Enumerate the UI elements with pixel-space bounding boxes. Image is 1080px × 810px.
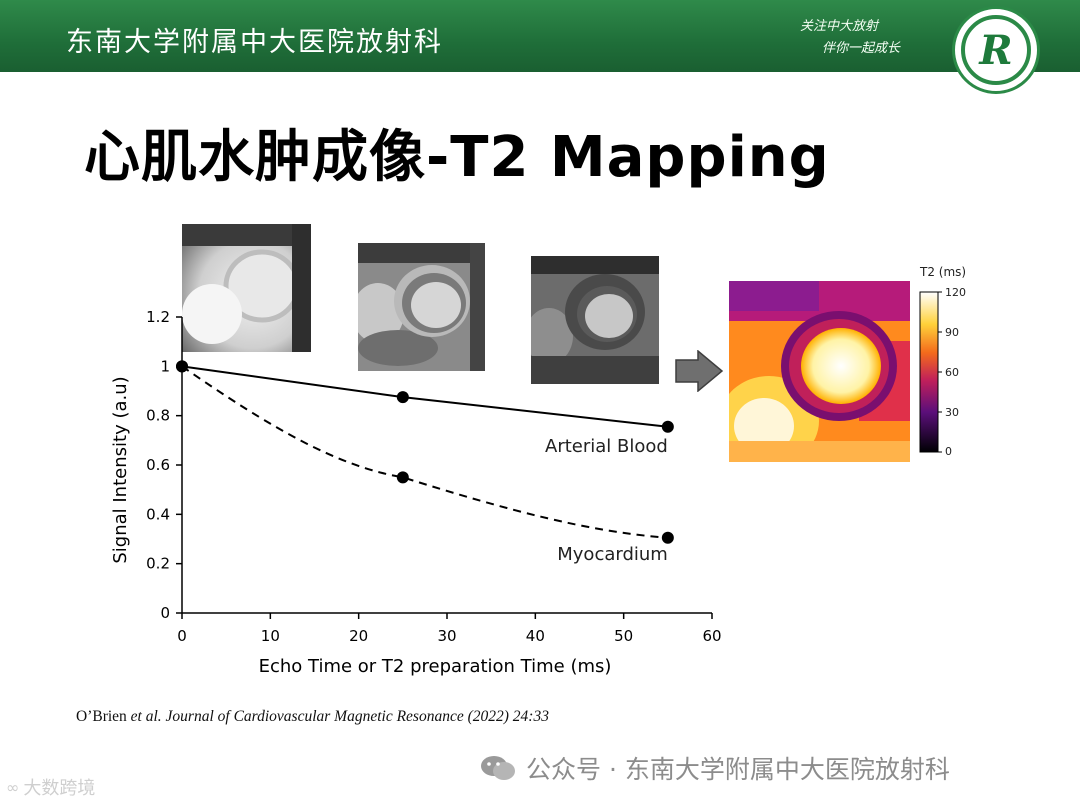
wechat-icon [481, 756, 515, 780]
colorbar-tick-0: 0 [945, 445, 952, 458]
x-axis-label: Echo Time or T2 preparation Time (ms) [259, 656, 612, 677]
x-tick-label: 10 [261, 627, 280, 645]
y-tick-label: 0 [160, 604, 170, 622]
mri-image-te25 [358, 243, 485, 371]
series-label-myocardium: Myocardium [557, 544, 668, 565]
slogan-line-1: 关注中大放射 [800, 19, 879, 34]
header-banner: 东南大学附属中大医院放射科 关注中大放射 伴你一起成长 [0, 0, 1080, 72]
mri-image-te55 [531, 256, 659, 384]
department-title: 东南大学附属中大医院放射科 [66, 27, 443, 58]
mri-image-te0 [182, 224, 311, 352]
corner-watermark: ∞ 大数跨境 [6, 774, 95, 800]
y-tick-label: 1.2 [146, 308, 170, 326]
colorbar-tick-60: 60 [945, 366, 959, 379]
data-point-myocardium-1 [396, 471, 409, 484]
y-tick-label: 0.6 [146, 456, 170, 474]
citation-authors: O’Brien [76, 708, 131, 725]
citation-rest: Journal of Cardiovascular Magnetic Reson… [161, 708, 549, 725]
corner-text: 大数跨境 [23, 778, 96, 799]
colorbar-tick-90: 90 [945, 326, 959, 339]
signal-decay-chart: 0 0.2 0.4 0.6 0.8 1 1.2 0 10 20 30 40 50 60 Echo Time … [110, 308, 722, 677]
colorbar-tick-120: 120 [945, 286, 966, 299]
colorbar [919, 291, 942, 453]
infinity-icon: ∞ [6, 777, 20, 797]
x-tick-label: 60 [702, 627, 721, 645]
wechat-text: 公众号 · 东南大学附属中大医院放射科 [526, 755, 950, 784]
series-label-arterial-blood: Arterial Blood [545, 436, 668, 457]
data-point-arterial-blood-2 [661, 420, 674, 433]
colorbar-tick-30: 30 [945, 406, 959, 419]
x-tick-label: 30 [437, 627, 456, 645]
y-tick-label: 1 [160, 357, 170, 375]
data-point-myocardium-2 [661, 531, 674, 544]
slogan: 关注中大放射 伴你一起成长 [800, 16, 900, 60]
y-tick-label: 0.4 [146, 505, 170, 523]
y-tick-label: 0.8 [146, 407, 170, 425]
x-tick-label: 40 [526, 627, 545, 645]
y-tick-label: 0.2 [146, 555, 170, 573]
x-tick-label: 50 [614, 627, 633, 645]
wechat-watermark: 公众号 · 东南大学附属中大医院放射科 [480, 750, 950, 786]
hospital-radiology-logo-icon: R [952, 6, 1040, 94]
t2-map-image [729, 281, 910, 462]
data-point-myocardium-0 [176, 360, 188, 373]
citation: O’Brien et al. Journal of Cardiovascular… [76, 708, 549, 726]
data-point-arterial-blood-1 [396, 391, 409, 404]
citation-etal: et al. [130, 708, 162, 725]
x-tick-label: 0 [177, 627, 187, 645]
slogan-line-2: 伴你一起成长 [822, 41, 901, 56]
right-arrow-icon [675, 350, 724, 392]
colorbar-title: T2 (ms) [920, 265, 967, 279]
slide-title: 心肌水肿成像-T2 Mapping [84, 125, 830, 190]
x-tick-label: 20 [349, 627, 368, 645]
series-line-arterial-blood [181, 365, 668, 428]
y-axis-label: Signal Intensity (a.u) [110, 376, 131, 563]
